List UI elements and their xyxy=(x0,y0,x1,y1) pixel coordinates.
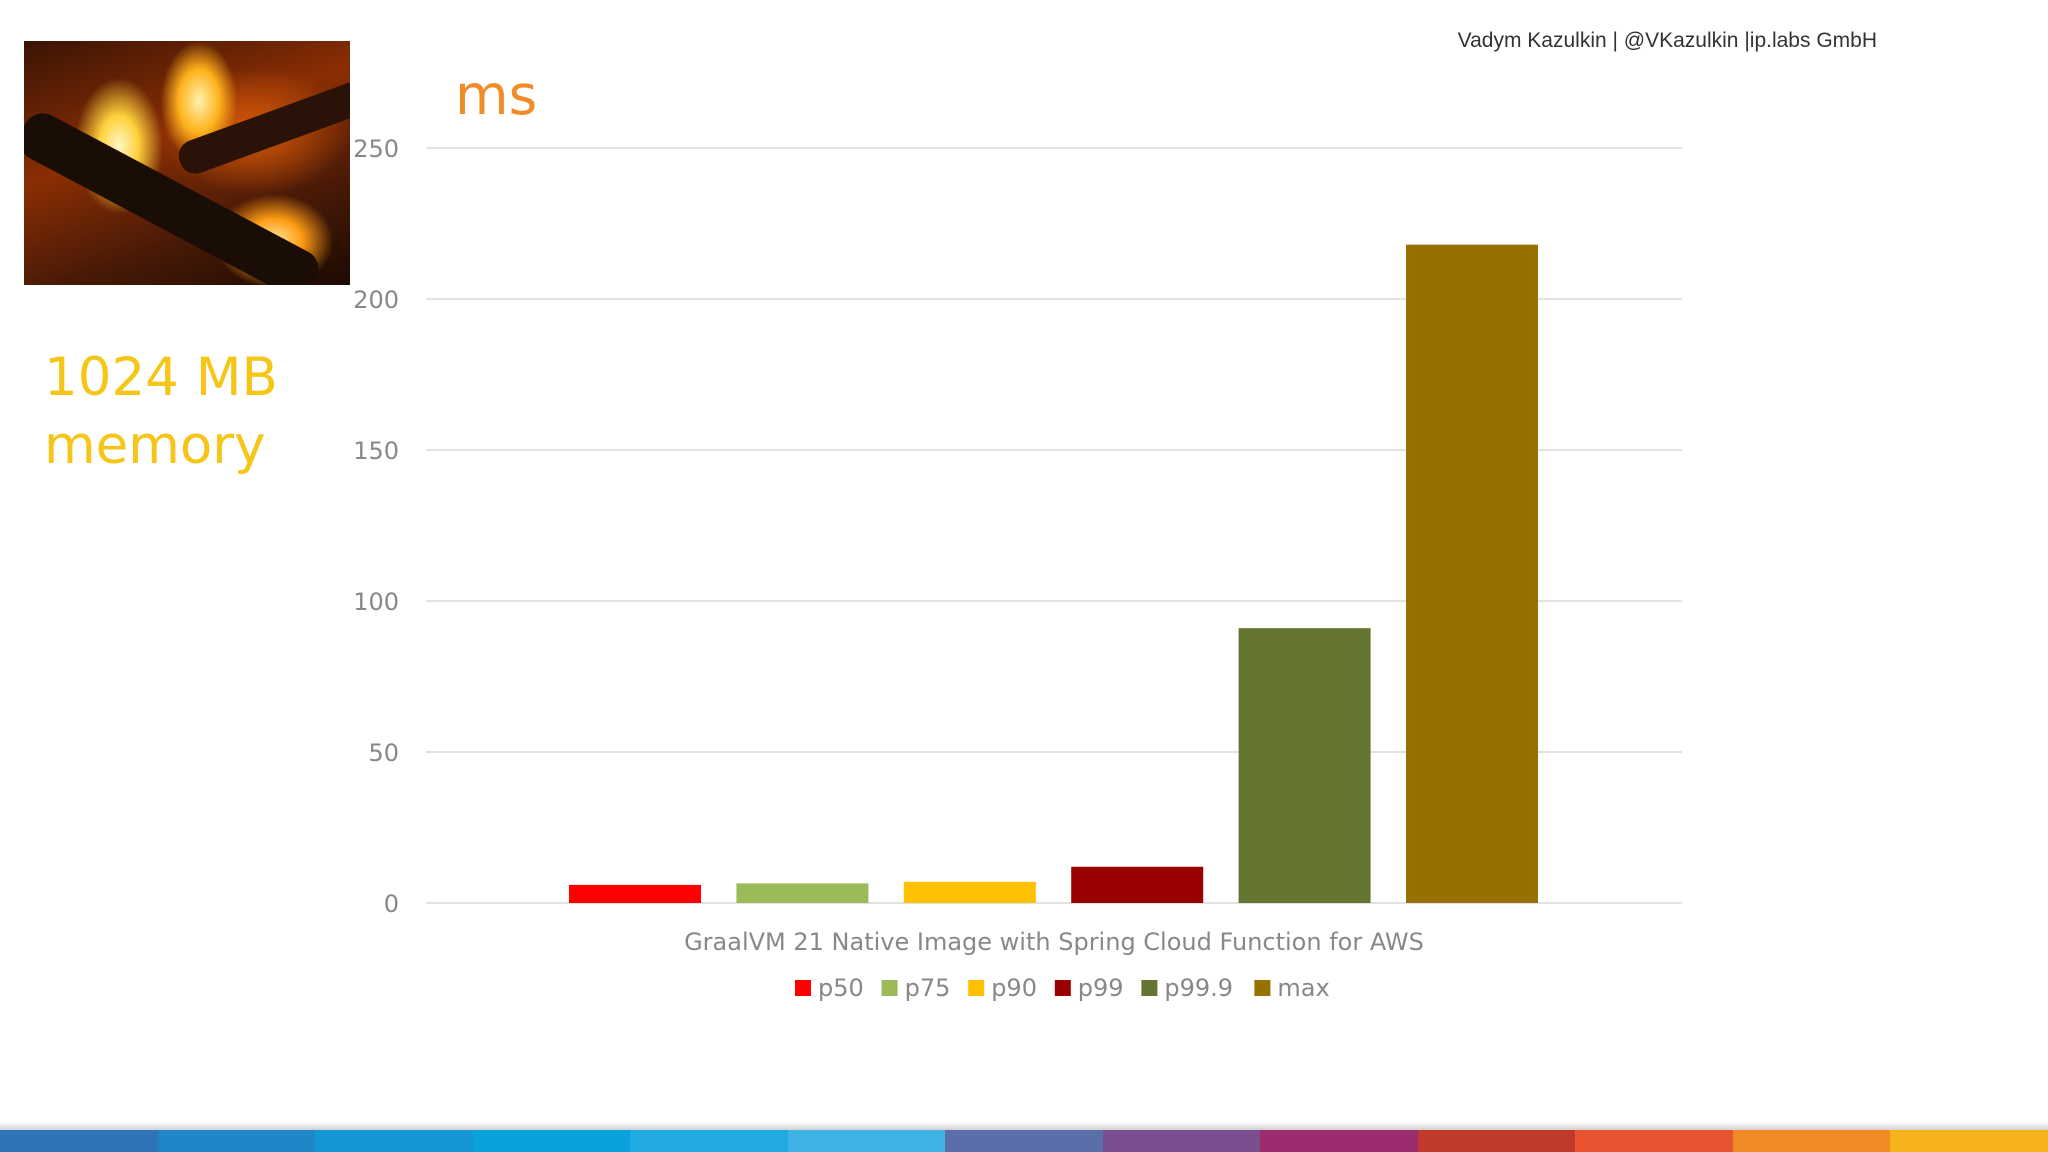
footer-stripe-segment xyxy=(315,1130,473,1152)
y-tick-label: 50 xyxy=(368,739,399,767)
legend-item-p99.9: p99.9 xyxy=(1141,974,1233,1002)
bar-max xyxy=(1406,244,1538,903)
y-tick-label: 200 xyxy=(353,286,399,314)
x-axis-label: GraalVM 21 Native Image with Spring Clou… xyxy=(684,928,1424,956)
legend-label: p50 xyxy=(818,974,864,1002)
y-tick-label: 0 xyxy=(384,890,399,918)
footer-stripe-segment xyxy=(1102,1130,1261,1152)
footer-shadow xyxy=(0,1122,2048,1130)
legend-swatch xyxy=(881,980,898,996)
footer-stripe-segment xyxy=(787,1130,946,1152)
footer-stripe-segment xyxy=(1417,1130,1576,1152)
footer-stripe-segment xyxy=(630,1130,788,1152)
legend-swatch xyxy=(1141,980,1158,996)
footer-color-stripe xyxy=(0,1130,2048,1152)
legend-label: p99 xyxy=(1078,974,1124,1002)
legend-swatch xyxy=(1254,980,1271,996)
bar-p99.9 xyxy=(1238,628,1371,903)
footer-stripe-segment xyxy=(1260,1130,1418,1152)
legend-swatch xyxy=(795,980,811,996)
legend-item-p75: p75 xyxy=(881,974,951,1002)
legend-swatch xyxy=(968,980,985,996)
footer-stripe-segment xyxy=(0,1130,158,1152)
footer-stripe-segment xyxy=(1575,1130,1733,1152)
y-tick-labels: 0 50 100 150 200 250 xyxy=(353,135,399,918)
author-credit: Vadym Kazulkin | @VKazulkin |ip.labs Gmb… xyxy=(1457,29,1877,52)
legend-item-p90: p90 xyxy=(968,974,1037,1002)
legend: p50 p75 p90 p99 p99.9 max xyxy=(795,974,1330,1002)
footer-stripe-segment xyxy=(472,1130,631,1152)
footer-stripe-segment xyxy=(157,1130,316,1152)
y-tick-label: 100 xyxy=(353,588,399,616)
memory-word-text: memory xyxy=(44,415,266,476)
footer-stripe-segment xyxy=(1732,1130,1891,1152)
bars xyxy=(569,244,1538,903)
legend-label: p90 xyxy=(991,974,1037,1002)
bar-p99 xyxy=(1071,866,1204,903)
legend-label: p99.9 xyxy=(1164,974,1233,1002)
y-tick-label: 250 xyxy=(353,135,399,163)
legend-swatch xyxy=(1054,980,1071,996)
bar-p75 xyxy=(736,883,869,903)
legend-label: max xyxy=(1277,974,1329,1002)
memory-size-text: 1024 MB xyxy=(44,347,278,408)
bar-p50 xyxy=(569,884,701,903)
y-tick-label: 150 xyxy=(353,437,399,465)
legend-label: p75 xyxy=(905,974,951,1002)
memory-label: 1024 MB memory xyxy=(44,344,344,480)
footer-stripe-segment xyxy=(1890,1130,2048,1152)
fire-photo-icon xyxy=(24,41,350,285)
legend-item-p99: p99 xyxy=(1054,974,1124,1002)
y-unit-label: ms xyxy=(455,63,537,127)
bar-p90 xyxy=(903,881,1036,903)
legend-item-max: max xyxy=(1254,974,1330,1002)
legend-item-p50: p50 xyxy=(795,974,864,1002)
footer-stripe-segment xyxy=(945,1130,1103,1152)
